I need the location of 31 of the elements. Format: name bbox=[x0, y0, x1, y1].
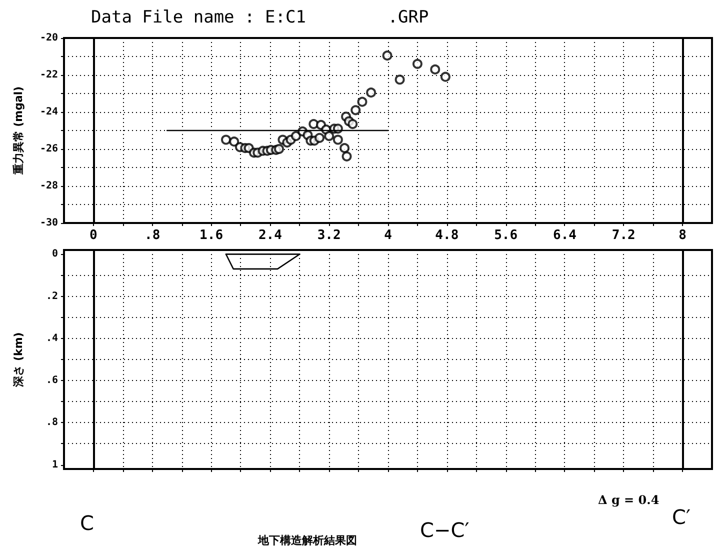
y-tick-label: -24 bbox=[40, 106, 58, 118]
x-tick-label: 4 bbox=[384, 228, 392, 243]
y-tick-label: .6 bbox=[46, 375, 58, 386]
y-tick-label: -26 bbox=[40, 144, 58, 154]
text: C−C′ bbox=[420, 518, 470, 542]
x-tick-label: .8 bbox=[144, 228, 160, 243]
text: C′ bbox=[672, 505, 691, 529]
text: 地下構造解析結果図 bbox=[257, 534, 357, 547]
y-tick-label: 1 bbox=[52, 459, 58, 470]
y-tick-label: -20 bbox=[40, 32, 58, 44]
y-tick-label: .4 bbox=[46, 332, 58, 344]
y-tick-label: 0 bbox=[52, 248, 58, 260]
y-tick-label: -22 bbox=[40, 70, 58, 80]
x-tick-label: 1.6 bbox=[200, 228, 224, 243]
x-tick-label: 4.8 bbox=[435, 228, 459, 243]
chart-title: Data File name : E:C1 .GRP bbox=[91, 8, 429, 28]
y-tick-label: .2 bbox=[46, 290, 58, 302]
text: Δ g = 0.4 bbox=[598, 493, 660, 507]
x-tick-label: 0 bbox=[90, 228, 98, 243]
y-tick-label: -28 bbox=[40, 180, 58, 192]
text: C bbox=[80, 511, 94, 535]
y-axis-title: 深さ (km) bbox=[12, 332, 25, 388]
x-tick-label: 2.4 bbox=[258, 228, 282, 243]
x-tick-label: 3.2 bbox=[317, 228, 341, 243]
y-tick-label: .8 bbox=[46, 417, 58, 428]
y-tick-label: -30 bbox=[40, 218, 58, 228]
x-tick-label: 7.2 bbox=[612, 228, 636, 243]
x-tick-label: 5.6 bbox=[494, 228, 518, 243]
x-tick-label: 6.4 bbox=[552, 228, 577, 243]
x-tick-label: 8 bbox=[678, 228, 687, 243]
y-axis-title: 重力異常 (mgal) bbox=[12, 86, 25, 176]
